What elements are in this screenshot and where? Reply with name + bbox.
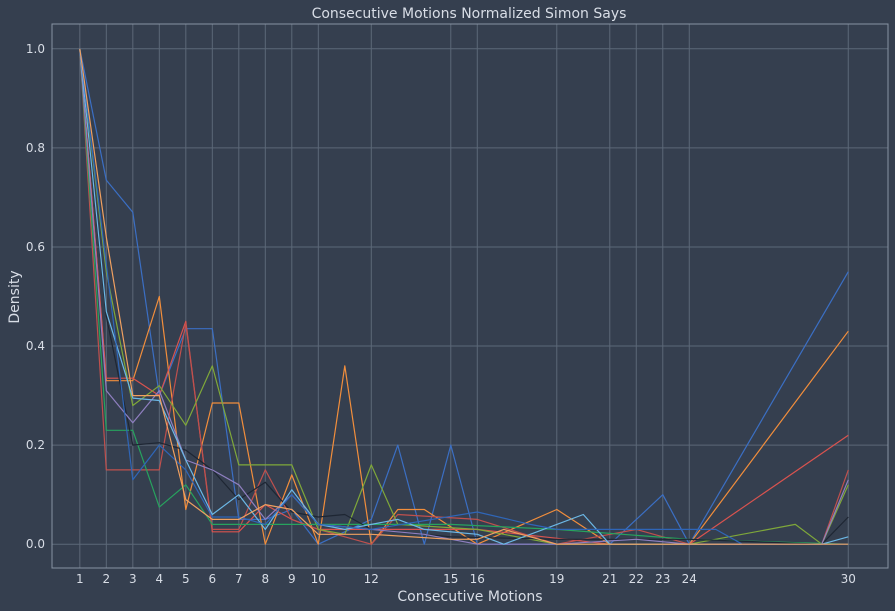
x-tick-label: 16: [470, 572, 485, 586]
x-tick-label: 1: [76, 572, 84, 586]
y-tick-labels: 0.0 0.2 0.4 0.6 0.8 1.0: [26, 42, 45, 551]
series-line-10: [79, 48, 849, 545]
x-tick-label: 4: [155, 572, 163, 586]
x-tick-label: 2: [102, 572, 110, 586]
series-line-7: [79, 48, 849, 545]
x-tick-label: 19: [549, 572, 564, 586]
y-tick-label: 0.2: [26, 438, 45, 452]
y-tick-label: 0.6: [26, 240, 45, 254]
series-line-9: [79, 48, 849, 545]
x-axis-label: Consecutive Motions: [397, 589, 542, 605]
x-tick-label: 9: [288, 572, 296, 586]
y-tick-label: 1.0: [26, 42, 45, 56]
y-tick-label: 0.4: [26, 339, 45, 353]
y-tick-label: 0.0: [26, 537, 45, 551]
x-tick-label: 22: [629, 572, 644, 586]
y-axis-label: Density: [7, 270, 23, 323]
x-tick-label: 8: [261, 572, 269, 586]
x-tick-label: 6: [208, 572, 216, 586]
grid-lines: [52, 24, 888, 568]
x-tick-label: 10: [311, 572, 326, 586]
chart-title: Consecutive Motions Normalized Simon Say…: [312, 6, 627, 22]
plot-frame: [51, 23, 889, 569]
x-tick-label: 24: [682, 572, 697, 586]
x-tick-label: 3: [129, 572, 137, 586]
series-line-2: [79, 48, 849, 545]
x-tick-label: 15: [443, 572, 458, 586]
x-tick-label: 5: [182, 572, 190, 586]
series-line-3: [79, 48, 849, 545]
series-line-11: [79, 48, 849, 545]
x-tick-labels: 1 2 3 4 5 6 7 8 9 10 12 15 16 19 21 22 23 24 30: [76, 572, 856, 586]
x-tick-label: 23: [655, 572, 670, 586]
x-tick-label: 30: [841, 572, 856, 586]
x-tick-label: 7: [235, 572, 243, 586]
x-tick-label: 12: [364, 572, 379, 586]
y-tick-label: 0.8: [26, 141, 45, 155]
series-layer: [79, 48, 849, 545]
x-tick-label: 21: [602, 572, 617, 586]
